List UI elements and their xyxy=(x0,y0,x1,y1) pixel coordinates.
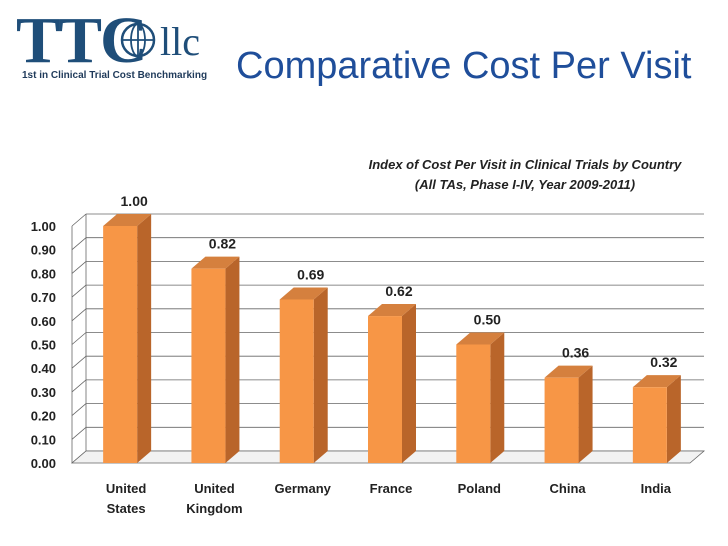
company-logo: TTC llc 1st in Clinical Trial Cost Bench… xyxy=(16,8,216,86)
globe-icon xyxy=(120,22,156,58)
data-label: 0.62 xyxy=(385,283,412,299)
data-label: 0.69 xyxy=(297,266,324,282)
y-tick-label: 0.30 xyxy=(31,385,56,400)
y-tick-label: 0.20 xyxy=(31,409,56,424)
y-tick-label: 1.00 xyxy=(31,219,56,234)
data-label: 0.32 xyxy=(650,354,677,370)
gridline-depth xyxy=(71,332,87,345)
gridline-depth xyxy=(71,237,87,251)
bar-side xyxy=(225,256,240,463)
gridline-depth xyxy=(71,355,87,369)
gridline-depth xyxy=(71,379,87,393)
y-tick-label: 0.90 xyxy=(31,243,56,258)
bar-top xyxy=(456,332,505,345)
gridline-depth xyxy=(71,284,87,298)
y-tick-label: 0.10 xyxy=(31,432,56,447)
bar-side xyxy=(137,214,152,463)
chart-title: Index of Cost Per Visit in Clinical Tria… xyxy=(368,157,682,172)
gridline-depth xyxy=(71,261,87,274)
bar-side xyxy=(578,365,593,463)
y-tick-label: 0.40 xyxy=(31,361,56,376)
x-tick-label: India xyxy=(641,481,672,496)
bar-top xyxy=(368,304,416,317)
x-tick-label: United xyxy=(106,481,147,496)
bar xyxy=(368,316,402,463)
bar-top xyxy=(632,375,681,388)
data-label: 0.50 xyxy=(474,312,501,328)
bar xyxy=(456,344,491,463)
x-tick-label: China xyxy=(550,481,587,496)
bar xyxy=(279,299,314,463)
x-tick-label: France xyxy=(370,481,413,496)
bar-top xyxy=(544,365,593,378)
data-label: 0.82 xyxy=(209,236,236,252)
gridline-depth xyxy=(71,308,87,322)
data-label: 0.36 xyxy=(562,345,589,361)
bar-side xyxy=(666,375,681,463)
x-tick-label: Germany xyxy=(275,481,332,496)
chart-title-block: Index of Cost Per Visit in Clinical Tria… xyxy=(330,155,720,195)
x-tick-label: States xyxy=(107,501,146,516)
page-title: Comparative Cost Per Visit xyxy=(236,45,692,87)
gridline-depth xyxy=(71,403,87,416)
logo-suffix: llc xyxy=(160,19,200,64)
y-tick-label: 0.70 xyxy=(31,290,56,305)
bar-side xyxy=(402,304,416,463)
bar-side xyxy=(490,332,505,463)
y-tick-label: 0.50 xyxy=(31,338,56,353)
bar-top xyxy=(279,287,328,300)
bar-chart: 0.00 0.10 0.20 0.30 0.40 0.50 0.60 0.70 0.80 0.90… xyxy=(31,193,706,516)
chart-subtitle: (All TAs, Phase I-IV, Year 2009-2011) xyxy=(414,177,636,192)
x-tick-label: Poland xyxy=(458,481,501,496)
bar xyxy=(544,377,579,463)
x-tick-label: Kingdom xyxy=(186,501,242,516)
y-tick-label: 0.60 xyxy=(31,314,56,329)
bar-top xyxy=(103,214,152,226)
logo-tagline: 1st in Clinical Trial Cost Benchmarking xyxy=(22,70,208,81)
bar xyxy=(632,387,667,463)
y-tick-label: 0.80 xyxy=(31,266,56,281)
y-tick-label: 0.00 xyxy=(31,456,56,471)
gridline-depth xyxy=(71,213,87,227)
bar-side xyxy=(313,287,328,463)
x-tick-label: United xyxy=(194,481,235,496)
gridline-depth xyxy=(71,426,87,440)
data-label: 1.00 xyxy=(121,193,148,209)
bar-top xyxy=(191,256,240,269)
bar xyxy=(191,268,226,463)
bar xyxy=(103,226,138,463)
